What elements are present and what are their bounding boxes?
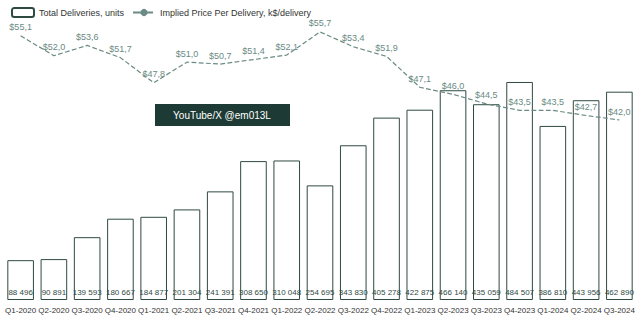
svg-text:Q2-2024: Q2-2024 [571, 306, 603, 315]
svg-text:Q2-2021: Q2-2021 [171, 306, 203, 315]
svg-text:88 496: 88 496 [8, 288, 33, 297]
svg-text:$55,7: $55,7 [309, 18, 332, 28]
svg-text:184 877: 184 877 [139, 288, 168, 297]
svg-text:Total Deliveries, units: Total Deliveries, units [39, 8, 125, 18]
svg-text:Q1-2024: Q1-2024 [537, 306, 569, 315]
svg-text:Q1-2023: Q1-2023 [404, 306, 436, 315]
svg-text:$52,1: $52,1 [275, 42, 298, 52]
svg-text:YouTube/X @em013L: YouTube/X @em013L [173, 110, 271, 121]
svg-text:435 059: 435 059 [472, 288, 501, 297]
svg-text:$47,1: $47,1 [409, 74, 432, 84]
svg-text:405 278: 405 278 [372, 288, 401, 297]
svg-text:422 875: 422 875 [405, 288, 434, 297]
svg-text:$43,5: $43,5 [508, 97, 531, 107]
svg-text:$52,0: $52,0 [43, 42, 66, 52]
svg-text:308 650: 308 650 [239, 288, 268, 297]
svg-text:Q3-2022: Q3-2022 [338, 306, 370, 315]
svg-text:Q4-2021: Q4-2021 [238, 306, 270, 315]
svg-text:$51,0: $51,0 [176, 49, 199, 59]
svg-text:$47,8: $47,8 [142, 69, 165, 79]
svg-text:180 667: 180 667 [106, 288, 135, 297]
svg-text:$46,0: $46,0 [442, 81, 465, 91]
svg-text:Q3-2024: Q3-2024 [604, 306, 636, 315]
svg-text:Q3-2020: Q3-2020 [72, 306, 104, 315]
svg-text:$51,4: $51,4 [242, 46, 265, 56]
svg-text:$42,7: $42,7 [575, 102, 598, 112]
svg-text:139 593: 139 593 [73, 288, 102, 297]
svg-text:201 304: 201 304 [172, 288, 201, 297]
svg-text:$53,6: $53,6 [76, 32, 99, 42]
svg-text:462 890: 462 890 [605, 288, 634, 297]
svg-text:Q1-2020: Q1-2020 [5, 306, 37, 315]
svg-text:484 507: 484 507 [505, 288, 534, 297]
svg-text:Q4-2020: Q4-2020 [105, 306, 137, 315]
svg-text:310 048: 310 048 [272, 288, 301, 297]
svg-text:Q2-2023: Q2-2023 [437, 306, 469, 315]
svg-text:Q4-2023: Q4-2023 [504, 306, 536, 315]
svg-text:Q1-2021: Q1-2021 [138, 306, 170, 315]
svg-text:466 140: 466 140 [439, 288, 468, 297]
svg-text:Q3-2023: Q3-2023 [471, 306, 503, 315]
svg-text:$53,4: $53,4 [342, 33, 365, 43]
svg-text:Q2-2020: Q2-2020 [38, 306, 70, 315]
svg-text:$50,7: $50,7 [209, 51, 232, 61]
svg-text:$51,9: $51,9 [375, 43, 398, 53]
svg-text:Q4-2022: Q4-2022 [371, 306, 403, 315]
svg-text:90 891: 90 891 [42, 288, 67, 297]
svg-text:Implied Price Per Delivery, k$: Implied Price Per Delivery, k$/delivery [160, 8, 311, 18]
svg-text:$55,1: $55,1 [9, 22, 32, 32]
svg-text:386 810: 386 810 [538, 288, 567, 297]
svg-text:254 695: 254 695 [306, 288, 335, 297]
svg-text:Q2-2022: Q2-2022 [304, 306, 336, 315]
svg-text:$44,5: $44,5 [475, 90, 498, 100]
svg-text:443 956: 443 956 [572, 288, 601, 297]
svg-text:343 830: 343 830 [339, 288, 368, 297]
svg-text:$42,0: $42,0 [608, 107, 631, 117]
svg-text:Q1-2022: Q1-2022 [271, 306, 303, 315]
svg-text:$51,7: $51,7 [109, 44, 132, 54]
svg-text:Q3-2021: Q3-2021 [205, 306, 237, 315]
svg-text:241 391: 241 391 [206, 288, 235, 297]
svg-text:$43,5: $43,5 [542, 97, 565, 107]
